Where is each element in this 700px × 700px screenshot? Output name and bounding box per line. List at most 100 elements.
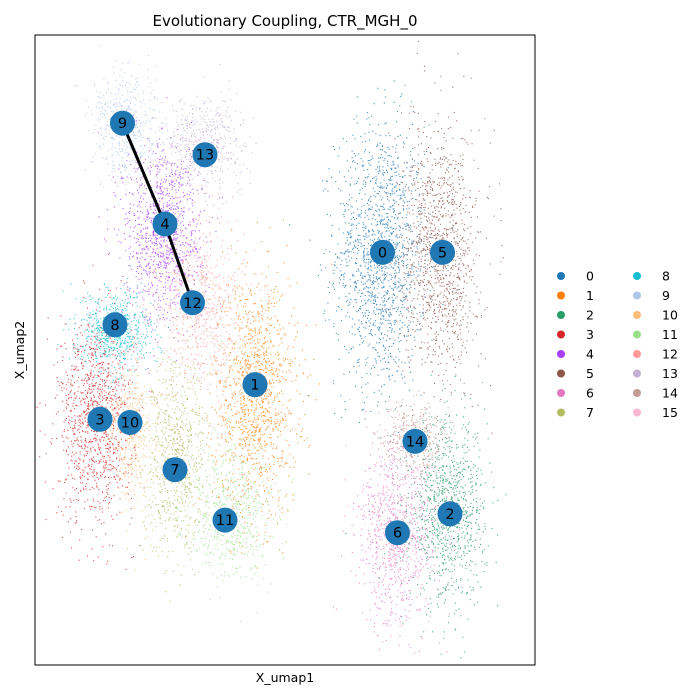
node-circle-0 <box>370 239 395 265</box>
legend-marker-5 <box>557 369 565 378</box>
legend-label-5: 5 <box>586 366 594 381</box>
legend-label-11: 11 <box>662 327 678 342</box>
legend-item-11: 11 <box>633 327 678 342</box>
legend-marker-6 <box>557 389 565 397</box>
legend-marker-14 <box>633 389 641 397</box>
legend-item-12: 12 <box>633 347 678 362</box>
node-6: 6 <box>385 520 410 546</box>
node-circle-14 <box>402 428 428 454</box>
legend-label-6: 6 <box>586 386 594 401</box>
node-label-11: 11 <box>216 513 234 529</box>
legend-item-6: 6 <box>557 386 594 401</box>
node-label-4: 4 <box>160 217 169 233</box>
legend-marker-12 <box>633 350 641 358</box>
node-14: 14 <box>402 428 428 454</box>
legend-marker-9 <box>633 291 641 300</box>
node-circle-6 <box>385 520 410 546</box>
node-label-10: 10 <box>121 415 139 431</box>
legend-item-10: 10 <box>633 308 678 323</box>
node-label-9: 9 <box>118 116 127 132</box>
legend-marker-4 <box>557 350 565 358</box>
node-9: 9 <box>110 110 135 136</box>
legend-marker-1 <box>557 291 565 300</box>
legend-item-3: 3 <box>557 327 594 342</box>
legend-label-2: 2 <box>586 308 594 323</box>
node-circle-12 <box>180 290 205 316</box>
node-label-5: 5 <box>438 245 447 261</box>
legend-label-12: 12 <box>662 347 678 362</box>
node-label-12: 12 <box>183 296 201 312</box>
legend-label-10: 10 <box>662 308 678 323</box>
chart-title: Evolutionary Coupling, CTR_MGH_0 <box>153 12 418 31</box>
node-label-14: 14 <box>406 434 424 450</box>
node-circle-9 <box>110 110 135 136</box>
node-circle-8 <box>102 312 128 338</box>
cluster-points-14 <box>345 379 455 494</box>
node-7: 7 <box>162 457 188 483</box>
legend-label-9: 9 <box>662 288 670 303</box>
cluster-points-13 <box>128 64 257 218</box>
node-circle-1 <box>242 372 268 398</box>
legend-marker-0 <box>557 272 565 280</box>
scatter-points <box>36 40 507 659</box>
legend-item-13: 13 <box>633 366 678 381</box>
legend-item-9: 9 <box>633 288 670 303</box>
legend-item-2: 2 <box>557 308 594 323</box>
legend-item-14: 14 <box>633 386 678 401</box>
node-circle-10 <box>117 409 143 435</box>
legend-item-0: 0 <box>557 269 594 284</box>
cluster-points-15 <box>360 508 374 524</box>
node-1: 1 <box>242 372 268 398</box>
legend-item-15: 15 <box>633 405 678 420</box>
edge-4-12 <box>163 223 194 304</box>
legend-marker-8 <box>633 272 641 280</box>
node-label-7: 7 <box>170 463 179 479</box>
node-12: 12 <box>180 290 205 316</box>
node-label-1: 1 <box>250 378 259 394</box>
cluster-points-10 <box>97 330 162 571</box>
legend-item-1: 1 <box>557 288 594 303</box>
node-circle-2 <box>437 501 463 527</box>
node-circle-5 <box>430 239 455 265</box>
node-label-13: 13 <box>196 148 214 164</box>
plot-frame <box>34 34 536 666</box>
legend-label-3: 3 <box>586 327 594 342</box>
legend-label-1: 1 <box>586 288 594 303</box>
node-3: 3 <box>87 406 113 432</box>
legend-marker-13 <box>633 369 641 378</box>
cluster-points-0 <box>289 80 454 535</box>
node-10: 10 <box>117 409 143 435</box>
cluster-points-7 <box>122 275 230 602</box>
node-11: 11 <box>212 507 238 533</box>
node-label-8: 8 <box>110 318 119 334</box>
legend-label-0: 0 <box>586 269 594 284</box>
node-4: 4 <box>152 211 178 237</box>
legend-marker-15 <box>633 408 641 417</box>
legend-label-13: 13 <box>662 366 678 381</box>
legend-label-7: 7 <box>586 405 594 420</box>
legend-label-14: 14 <box>662 386 678 401</box>
node-5: 5 <box>430 239 455 265</box>
node-label-0: 0 <box>378 245 387 261</box>
legend-label-8: 8 <box>662 269 670 284</box>
legend-item-7: 7 <box>557 405 594 420</box>
legend-marker-2 <box>557 311 565 319</box>
node-8: 8 <box>102 312 128 338</box>
node-circle-3 <box>87 406 113 432</box>
legend-item-8: 8 <box>633 269 670 284</box>
coupling-edges <box>121 122 194 304</box>
legend-marker-7 <box>557 408 565 417</box>
x-axis-label: X_umap1 <box>256 670 314 685</box>
node-13: 13 <box>192 142 218 168</box>
legend-item-5: 5 <box>557 366 594 381</box>
edge-9-4 <box>121 122 167 225</box>
node-label-3: 3 <box>95 412 104 428</box>
legend-label-15: 15 <box>662 405 678 420</box>
cluster-points-4 <box>97 97 223 392</box>
node-circle-13 <box>192 142 218 168</box>
node-circle-7 <box>162 457 188 483</box>
legend-marker-10 <box>633 311 641 319</box>
